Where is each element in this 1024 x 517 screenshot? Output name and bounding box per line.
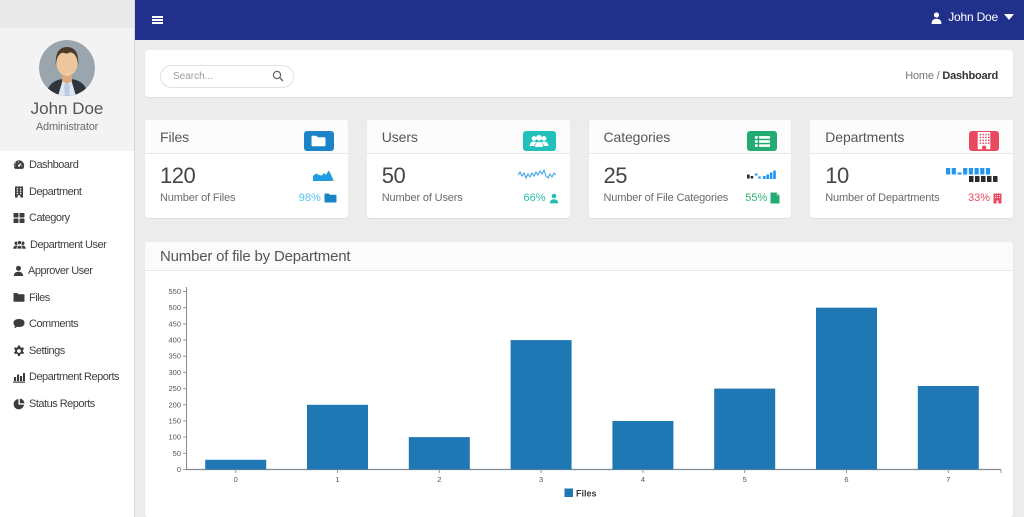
svg-text:550: 550 [168, 287, 181, 296]
svg-text:2: 2 [437, 475, 441, 484]
svg-text:1: 1 [335, 475, 339, 484]
svg-text:250: 250 [168, 384, 181, 393]
svg-text:500: 500 [168, 303, 181, 312]
svg-text:6: 6 [844, 475, 848, 484]
svg-text:50: 50 [173, 449, 181, 458]
svg-text:7: 7 [946, 475, 950, 484]
svg-text:4: 4 [641, 475, 645, 484]
svg-text:200: 200 [168, 400, 181, 409]
svg-text:100: 100 [168, 433, 181, 442]
svg-text:150: 150 [168, 416, 181, 425]
svg-text:Files: Files [576, 489, 597, 499]
svg-text:0: 0 [234, 475, 238, 484]
svg-text:350: 350 [168, 352, 181, 361]
svg-text:5: 5 [743, 475, 747, 484]
svg-text:0: 0 [177, 465, 181, 474]
svg-text:3: 3 [539, 475, 543, 484]
svg-text:400: 400 [168, 336, 181, 345]
svg-text:300: 300 [168, 368, 181, 377]
svg-text:450: 450 [168, 319, 181, 328]
